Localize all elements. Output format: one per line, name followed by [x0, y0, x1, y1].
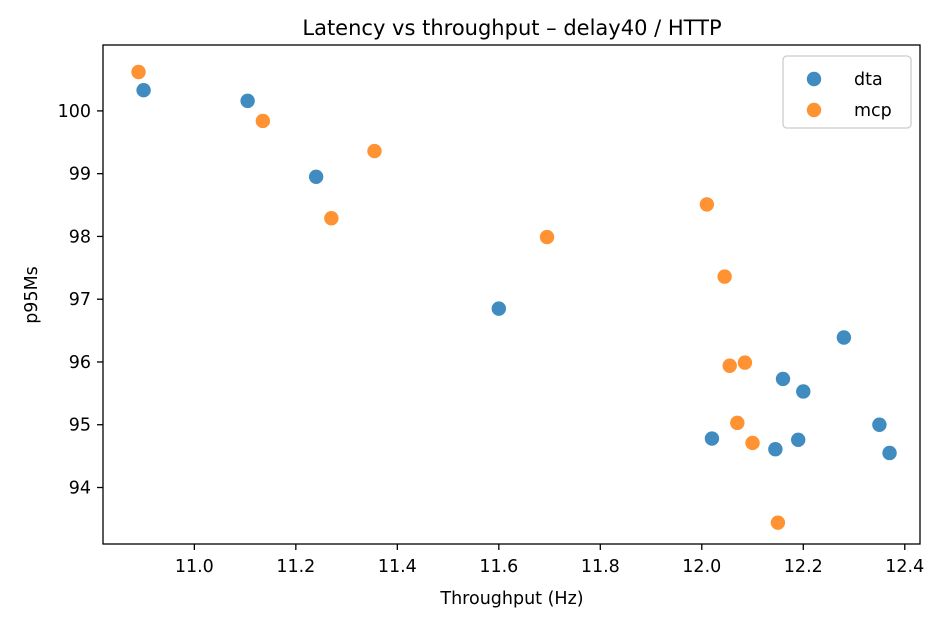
- data-points: [131, 64, 897, 530]
- x-tick-label: 11.8: [581, 557, 620, 577]
- data-point-dta: [240, 93, 255, 109]
- data-point-dta: [796, 384, 811, 399]
- data-point-mcp: [730, 415, 745, 431]
- y-tick-label: 95: [69, 416, 91, 436]
- x-tick-label: 12.2: [784, 557, 823, 577]
- y-tick-label: 99: [69, 165, 91, 185]
- data-point-mcp: [367, 143, 382, 159]
- data-point-mcp: [722, 358, 737, 373]
- x-tick-label: 12.0: [682, 557, 721, 577]
- data-point-mcp: [699, 197, 715, 212]
- legend-frame: [782, 55, 912, 129]
- data-point-mcp: [745, 435, 760, 451]
- y-axis: 94 95 96 97 98 99 100: [58, 102, 103, 499]
- data-point-dta: [836, 330, 852, 345]
- y-tick-label: 96: [69, 353, 91, 373]
- x-tick-label: 12.4: [885, 557, 924, 577]
- data-point-dta: [704, 431, 720, 446]
- data-point-dta: [775, 371, 791, 387]
- y-axis-title: p95Ms: [22, 266, 42, 324]
- series-mcp: [131, 64, 786, 530]
- chart-title: Latency vs throughput – delay40 / HTTP: [302, 16, 721, 40]
- plot-area-frame: [102, 44, 921, 545]
- series-dta: [136, 82, 897, 461]
- data-point-mcp: [131, 64, 146, 80]
- x-tick-label: 11.0: [175, 557, 214, 577]
- x-axis-title: Throughput (Hz): [439, 589, 583, 609]
- legend-marker-dta: [806, 71, 822, 87]
- data-point-dta: [308, 169, 324, 185]
- data-point-dta: [491, 301, 507, 316]
- data-point-mcp: [255, 113, 271, 129]
- x-tick-label: 11.4: [378, 557, 417, 577]
- data-point-dta: [768, 442, 783, 457]
- legend: dta mcp: [782, 55, 912, 129]
- x-tick-label: 11.6: [479, 557, 518, 577]
- data-point-dta: [791, 432, 806, 448]
- data-point-mcp: [770, 515, 786, 530]
- x-tick-label: 11.2: [276, 557, 315, 577]
- y-tick-label: 100: [58, 102, 91, 122]
- legend-label-mcp: mcp: [854, 101, 892, 121]
- x-axis: 11.0 11.2 11.4 11.6 11.8 12.0 12.2 12.4: [175, 544, 924, 577]
- legend-marker-mcp: [806, 102, 822, 118]
- legend-label-dta: dta: [854, 70, 883, 90]
- y-tick-label: 94: [69, 479, 91, 499]
- data-point-mcp: [539, 229, 555, 245]
- y-tick-label: 98: [69, 227, 91, 247]
- data-point-mcp: [737, 355, 753, 370]
- y-tick-label: 97: [69, 290, 91, 310]
- data-point-dta: [136, 82, 151, 98]
- data-point-mcp: [324, 211, 339, 226]
- data-point-dta: [882, 445, 897, 461]
- data-point-mcp: [717, 269, 732, 284]
- data-point-dta: [872, 417, 887, 432]
